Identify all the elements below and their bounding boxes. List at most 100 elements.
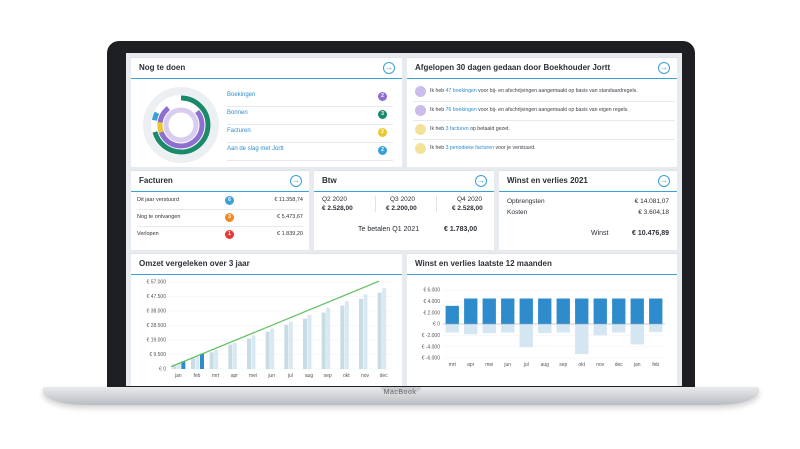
todo-item-facturen[interactable]: Facturen 2 [227, 125, 393, 143]
bar [284, 324, 289, 369]
activity-item: Ik heb 76 boekingen voor bij- en afschri… [413, 102, 675, 121]
activity-card: Afgelopen 30 dagen gedaan door Boekhoude… [407, 57, 677, 167]
y-tick-label: € 0 [159, 367, 166, 373]
x-tick-label: feb [194, 373, 201, 379]
activity-link[interactable]: 76 boekingen [445, 107, 477, 113]
bar [307, 314, 312, 369]
y-tick-label: € 9.500 [149, 352, 166, 358]
x-tick-label: okt [343, 373, 350, 379]
y-tick-label: € 6.000 [423, 288, 440, 294]
bar [556, 298, 570, 324]
activity-item: Ik heb 3 facturen op betaald gezet. [413, 121, 675, 140]
bar [649, 324, 663, 332]
facturen-row-verstuurd[interactable]: Dit jaar verstuurd 6 € 11.358,74 [137, 192, 303, 210]
omzet-header: Omzet vergeleken over 3 jaar [131, 254, 402, 275]
bar [181, 361, 186, 369]
winst-arrow-icon[interactable]: → [658, 175, 670, 187]
bar [382, 288, 387, 369]
activity-link[interactable]: 47 boekingen [445, 88, 477, 94]
bar [326, 307, 331, 369]
bar [482, 298, 496, 324]
activity-text: voor bij- en afschrijvingen aangemaakt o… [476, 88, 638, 94]
bar [501, 298, 515, 324]
kosten-label: Kosten [507, 209, 528, 216]
x-tick-label: jun [503, 362, 511, 368]
btw-q4-label: Q4 2020 [457, 196, 482, 203]
activity-title: Afgelopen 30 dagen gedaan door Boekhoude… [415, 63, 611, 72]
count-badge: 3 [378, 110, 387, 119]
activity-text: Ik heb [430, 88, 446, 94]
booking-icon [415, 86, 426, 97]
laptop-notch [381, 387, 421, 392]
btw-q3-value: € 2.200,00 [386, 205, 417, 212]
btw-title: Btw [322, 176, 337, 185]
x-tick-label: jan [174, 373, 182, 379]
invoice-icon [415, 124, 426, 135]
todo-item-bonnen[interactable]: Bonnen 3 [227, 107, 393, 125]
btw-due-value: € 1.783,00 [444, 226, 478, 233]
todo-title: Nog te doen [139, 63, 186, 72]
booking-icon [415, 105, 426, 116]
todo-header: Nog te doen → [131, 58, 402, 79]
facturen-row-ontvangen[interactable]: Nog te ontvangen 3 € 5.473,67 [137, 209, 303, 227]
bar [200, 353, 204, 369]
btw-arrow-icon[interactable]: → [475, 175, 487, 187]
x-tick-label: okt [578, 362, 585, 368]
btw-due-label: Te betalen Q1 2021 [358, 226, 420, 233]
winst-title: Winst en verlies 2021 [507, 176, 588, 185]
bar [172, 364, 177, 369]
facturen-card: Facturen → Dit jaar verstuurd 6 € 11.358,7… [131, 170, 309, 250]
bar [593, 324, 607, 336]
x-tick-label: sep [324, 373, 332, 379]
bar [303, 318, 307, 369]
wv12-header: Winst en verlies laatste 12 maanden [407, 254, 677, 275]
trend-line [170, 280, 380, 368]
bar [176, 362, 181, 369]
activity-text: op betaald gezet. [468, 126, 510, 132]
todo-item-boekingen[interactable]: Boekingen 2 [227, 89, 393, 107]
bar [464, 298, 478, 324]
btw-q4-value: € 2.528,00 [452, 205, 483, 212]
bar [445, 324, 459, 333]
x-tick-label: mei [485, 362, 493, 368]
bar [538, 324, 552, 334]
row-value: € 1.839,20 [277, 231, 303, 237]
x-tick-label: dec [380, 373, 389, 379]
bar [445, 305, 459, 324]
x-tick-label: feb [652, 362, 659, 368]
activity-link[interactable]: 3 periodieke facturen [445, 145, 495, 151]
bar [247, 338, 251, 369]
bar [377, 292, 382, 369]
x-tick-label: apr [231, 373, 239, 379]
activity-item: Ik heb 47 boekingen voor bij- en afschri… [413, 83, 675, 102]
wv12-chart: € -6.000 € -4.000 € -2.000 € 0 € 2.000 € 4.00… [422, 288, 665, 368]
todo-item-label: Boekingen [227, 92, 256, 98]
row-value: € 5.473,67 [277, 214, 303, 220]
invoice-icon [415, 143, 426, 154]
count-badge: 1 [225, 230, 234, 239]
btw-q3-label: Q3 2020 [390, 196, 415, 203]
bar [363, 294, 368, 369]
bar [501, 324, 515, 333]
activity-link[interactable]: 3 facturen [445, 126, 469, 132]
bar [195, 356, 200, 369]
count-badge: 6 [225, 196, 234, 205]
opbrengsten-label: Opbrengsten [507, 198, 545, 205]
y-tick-label: € -6.000 [422, 356, 441, 362]
btw-q2-value: € 2.528,00 [322, 205, 353, 212]
bar [228, 344, 233, 369]
bar [214, 349, 219, 369]
x-tick-label: nov [361, 373, 370, 379]
todo-item-label: Aan de slag met Jortt [227, 146, 284, 152]
facturen-arrow-icon[interactable]: → [290, 175, 302, 187]
y-tick-label: € 38.000 [147, 309, 167, 315]
divider [375, 196, 376, 212]
divider [436, 196, 437, 212]
activity-arrow-icon[interactable]: → [658, 62, 670, 74]
todo-arrow-icon[interactable]: → [383, 62, 395, 74]
omzet-card: Omzet vergeleken over 3 jaar € 0 € 9.500 €… [131, 253, 402, 386]
bar [575, 298, 589, 324]
x-tick-label: apr [467, 362, 475, 368]
todo-item-aan-de-slag[interactable]: Aan de slag met Jortt 2 [227, 143, 393, 161]
facturen-row-verlopen[interactable]: Verlopen 1 € 1.839,20 [137, 226, 303, 243]
